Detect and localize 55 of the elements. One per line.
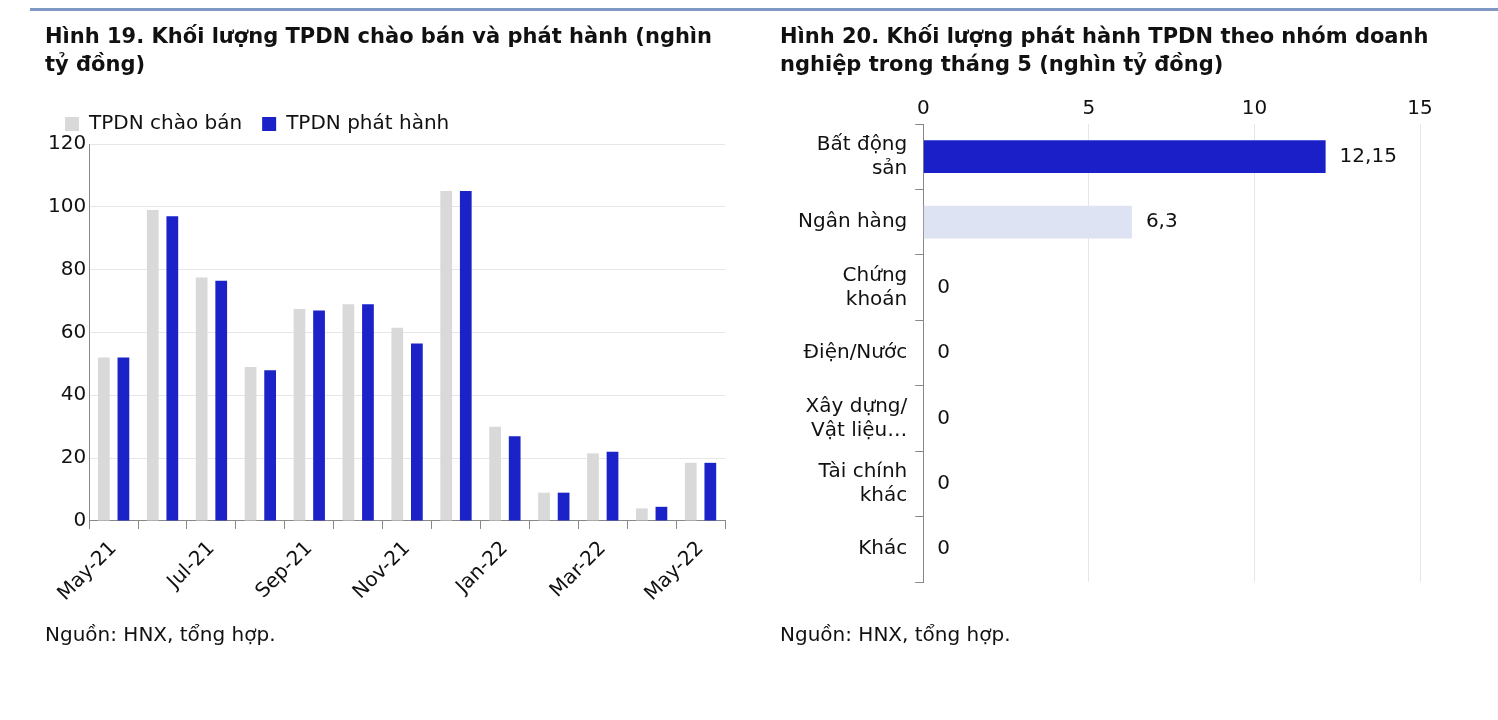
bar [538, 492, 550, 521]
y-tick-label: Bất động sản [816, 130, 908, 179]
bar [293, 308, 306, 521]
bar [459, 191, 472, 521]
y-tick-label: Xây dựng/ Vật liệu… [805, 392, 908, 441]
data-label: 0 [937, 470, 950, 495]
chart-title: Hình 20. Khối lượng phát hành TPDN theo nhóm doanh nghiệp trong tháng 5 (nghìn tỷ đồng) [780, 23, 1430, 78]
y-tick-label: 60 [60, 318, 87, 343]
y-tick-label: 40 [60, 381, 87, 406]
text: Nguồn: HNX, tổng hợp. [780, 622, 1012, 646]
x-tick-label: 10 [1241, 95, 1268, 120]
data-label: 0 [937, 273, 950, 298]
y-tick-label: Chứng khoán [842, 261, 908, 310]
bar [704, 462, 717, 521]
bar [587, 453, 599, 521]
bar [146, 209, 159, 521]
bar [684, 462, 697, 521]
bar [97, 357, 110, 521]
y-tick-label: Ngân hàng [798, 208, 908, 233]
bar [489, 426, 501, 521]
y-tick-label: Điện/Nước [803, 339, 908, 364]
bar [215, 280, 228, 521]
legend-label: TPDN chào bán [88, 110, 243, 135]
bar [117, 357, 130, 521]
bar [313, 310, 325, 521]
chart-title: Hình 19. Khối lượng TPDN chào bán và phát hành (nghìn tỷ đồng) [45, 23, 714, 78]
data-label: 6,3 [1145, 208, 1178, 233]
y-tick-label: 80 [60, 255, 87, 280]
x-tick-label: 5 [1082, 95, 1096, 120]
bar [411, 343, 423, 521]
bar [508, 436, 521, 521]
bar [264, 370, 277, 521]
bar [195, 277, 208, 521]
bar [635, 508, 648, 521]
data-label: 0 [937, 339, 950, 364]
legend-label: TPDN phát hành [285, 110, 450, 135]
bar [557, 492, 570, 521]
bar [342, 304, 355, 521]
data-label: 0 [937, 404, 950, 429]
bar [440, 191, 453, 521]
bar [244, 367, 257, 521]
y-tick-label: 120 [47, 130, 87, 155]
x-tick-label: 15 [1407, 95, 1433, 120]
bar [606, 451, 619, 521]
text: Nguồn: HNX, tổng hợp. [45, 622, 277, 646]
y-tick-label: 0 [73, 507, 87, 532]
y-tick-label: 100 [47, 193, 87, 218]
data-label: 12,15 [1339, 142, 1397, 167]
y-tick-label: Tài chính khác [817, 458, 908, 507]
y-tick-label: 20 [60, 444, 87, 469]
bar [391, 327, 404, 521]
y-tick-label: Khác [858, 535, 908, 560]
bar [166, 216, 179, 521]
bar [362, 304, 374, 521]
x-tick-label: 0 [916, 95, 930, 120]
